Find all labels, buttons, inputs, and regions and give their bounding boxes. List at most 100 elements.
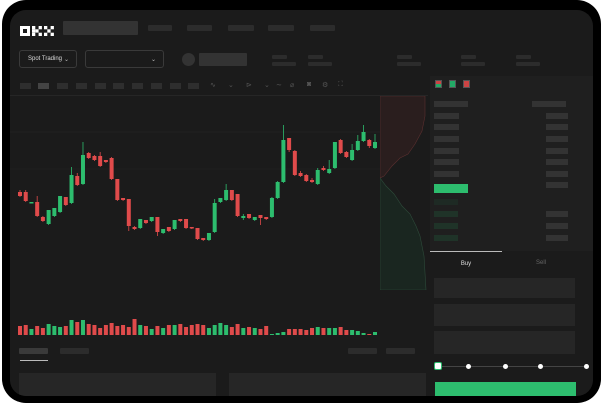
okx-logo[interactable] — [20, 23, 56, 36]
spot-trading-label: Spot Trading — [28, 56, 63, 62]
bid-price — [434, 211, 458, 217]
fullscreen-icon[interactable]: ⛶ — [338, 81, 343, 88]
ask-price — [434, 159, 459, 165]
amount-input[interactable] — [434, 304, 575, 326]
volume-bar — [321, 328, 326, 335]
amount-slider[interactable] — [438, 366, 588, 367]
sell-book-icon[interactable] — [463, 80, 470, 88]
volume-bar — [103, 325, 108, 335]
chevron-down-icon: ⌄ — [150, 57, 156, 63]
nav-item[interactable] — [187, 25, 212, 31]
ask-amount — [546, 159, 568, 165]
wave-icon[interactable]: ∼ — [276, 82, 282, 89]
volume-bar — [121, 325, 126, 335]
volume-bar — [80, 320, 85, 335]
pair-dropdown[interactable]: ⌄ — [85, 50, 164, 68]
tab-sell[interactable]: Sell — [502, 251, 580, 269]
tab-order-history[interactable] — [60, 348, 89, 354]
timeframe-button[interactable] — [57, 83, 68, 89]
draw-tool-icon[interactable]: ⊳ — [246, 82, 252, 89]
search-bar[interactable] — [63, 21, 138, 35]
settings-icon[interactable]: ⚙ — [322, 82, 329, 89]
price-input[interactable] — [434, 278, 575, 298]
volume-bar — [23, 325, 28, 335]
volume-bar — [344, 330, 349, 335]
candle-body — [143, 220, 148, 223]
timeframe-button[interactable] — [170, 83, 181, 89]
pair-price — [199, 53, 247, 66]
ask-amount — [546, 113, 568, 119]
buy-button[interactable] — [435, 382, 576, 396]
ask-price — [434, 171, 459, 177]
volume-bar — [69, 320, 74, 335]
candle-body — [121, 198, 126, 200]
bid-amount — [546, 235, 568, 241]
timeframe-button[interactable] — [188, 83, 199, 89]
candle-body — [92, 156, 97, 160]
bottom-panel-right — [229, 373, 426, 396]
volume-bar — [258, 329, 263, 335]
volume-bar — [115, 326, 120, 335]
slider-mark-75[interactable] — [538, 364, 543, 369]
timeframe-button[interactable] — [38, 83, 49, 89]
volume-bar — [189, 325, 194, 335]
slider-mark-100[interactable] — [584, 364, 589, 369]
buy-sell-book-icon[interactable] — [435, 80, 442, 88]
candle-body — [212, 203, 217, 232]
chevron-down-icon[interactable]: ⌄ — [264, 82, 270, 89]
candle-body — [29, 202, 34, 204]
filter-button[interactable] — [348, 348, 377, 354]
candlestick-chart[interactable] — [10, 96, 380, 336]
total-input[interactable] — [434, 331, 575, 354]
candle-body — [338, 140, 343, 153]
tab-open-orders[interactable] — [19, 348, 48, 354]
ask-amount — [546, 148, 568, 154]
ask-price — [434, 113, 459, 119]
volume-bar — [138, 325, 143, 335]
nav-item[interactable] — [228, 25, 254, 31]
candle-body — [241, 216, 246, 218]
timeframe-button[interactable] — [132, 83, 143, 89]
slider-mark-50[interactable] — [503, 364, 508, 369]
timeframe-button[interactable] — [76, 83, 87, 89]
chevron-down-icon[interactable]: ⌄ — [228, 82, 234, 89]
candle-body — [201, 238, 206, 240]
buy-book-icon[interactable] — [449, 80, 456, 88]
ask-amount — [546, 182, 568, 188]
volume-bar — [264, 326, 269, 335]
tab-buy-label: Buy — [460, 261, 472, 267]
slider-handle[interactable] — [434, 362, 442, 370]
view-all-button[interactable] — [386, 348, 415, 354]
nav-item[interactable] — [148, 25, 172, 31]
slider-mark-25[interactable] — [466, 364, 471, 369]
spot-trading-dropdown[interactable]: Spot Trading ⌄ — [19, 50, 77, 68]
ask-price — [434, 148, 459, 154]
candle-body — [269, 198, 274, 217]
volume-bar — [304, 330, 309, 335]
volume-bar — [310, 328, 315, 335]
candle-body — [189, 227, 194, 229]
volume-bar — [63, 326, 68, 335]
timeframe-button[interactable] — [113, 83, 124, 89]
candle-body — [69, 175, 74, 203]
orderbook-header-price — [434, 101, 468, 107]
tab-buy[interactable]: Buy — [430, 251, 502, 269]
volume-bar — [338, 327, 343, 335]
timeframe-button[interactable] — [151, 83, 162, 89]
nav-item[interactable] — [268, 25, 294, 31]
timeframe-button[interactable] — [95, 83, 106, 89]
volume-bar — [315, 327, 320, 335]
volume-bar — [86, 324, 91, 335]
volume-bar — [247, 327, 252, 335]
timeframe-button[interactable] — [20, 83, 31, 89]
candle-body — [298, 173, 303, 176]
volume-bar — [92, 325, 97, 335]
ruler-icon[interactable]: ⌀ — [290, 82, 295, 89]
indicator-icon[interactable]: ∿ — [210, 82, 216, 89]
volume-bar — [275, 333, 280, 335]
candle-body — [355, 141, 360, 150]
volume-bar — [132, 319, 137, 335]
volume-bar — [149, 329, 154, 335]
nav-item[interactable] — [310, 25, 335, 31]
camera-icon[interactable]: ◙ — [307, 81, 312, 88]
